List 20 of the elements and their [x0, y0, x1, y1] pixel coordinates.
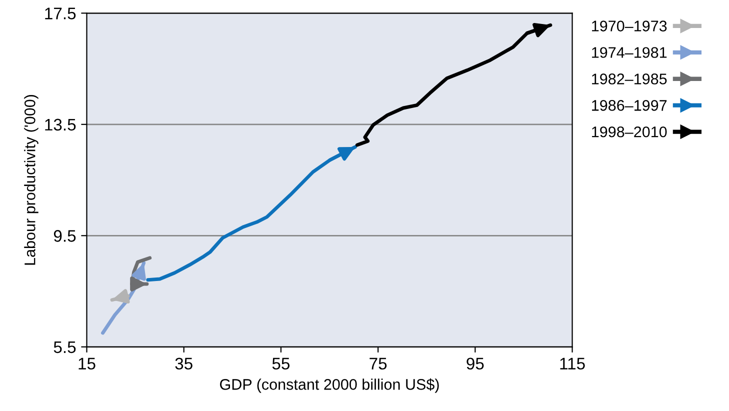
y-tick-label: 5.5 [54, 341, 76, 354]
x-tick-label: 115 [560, 358, 585, 370]
x-tick-label: 35 [175, 358, 192, 370]
x-tick-label: 55 [272, 358, 290, 370]
legend-label: 1998–2010 [592, 126, 667, 138]
legend-label: 1970–1973 [592, 20, 667, 32]
line-series [146, 145, 357, 282]
legend-label: 1974–1981 [592, 47, 667, 58]
legend-label: 1982–1985 [592, 74, 667, 84]
y-tick-label: 17.5 [45, 8, 76, 20]
legend-label: 1986–1997 [592, 100, 667, 111]
x-tick-label: 75 [370, 358, 387, 370]
x-tick-label: 95 [466, 358, 484, 370]
y-tick-label: 13.5 [45, 118, 76, 131]
x-axis-title: GDP (constant 2000 billion US$) [220, 378, 439, 393]
x-tick-label: 15 [78, 358, 96, 370]
line-series [355, 23, 552, 147]
line-series [101, 261, 146, 335]
y-axis-title: Labour productivity ('000) [24, 95, 38, 265]
y-tick-label: 9.5 [54, 230, 76, 242]
